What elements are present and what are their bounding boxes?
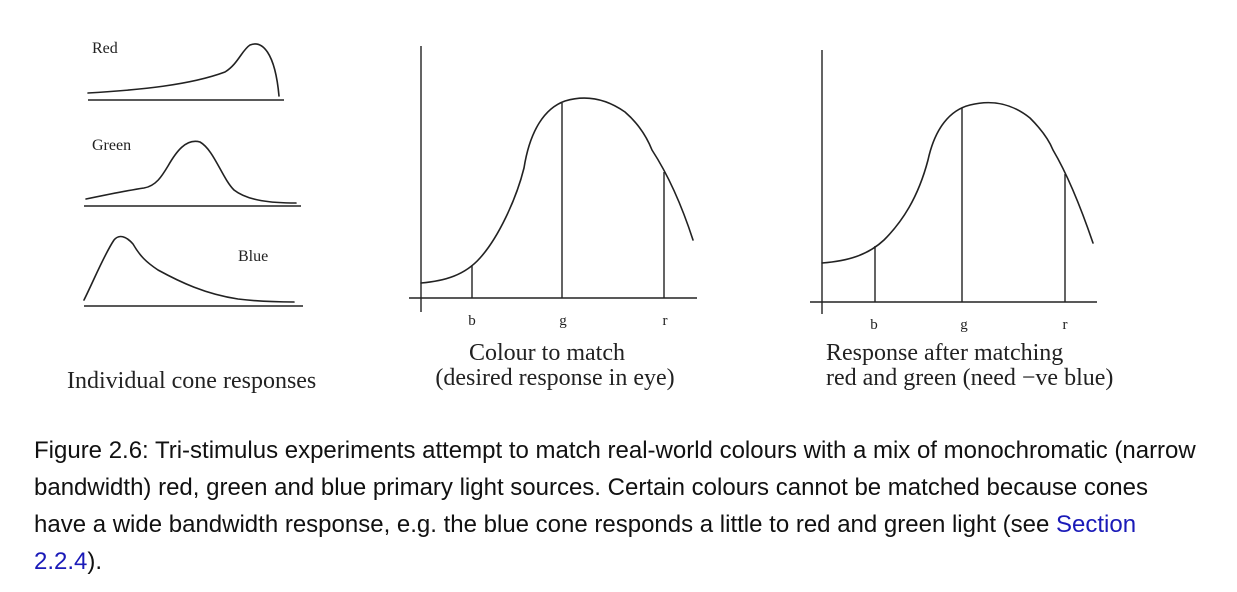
response-after-matching-panel: b g r Response after matching red and gr… xyxy=(810,50,1113,391)
green-cone-label: Green xyxy=(92,137,131,154)
right-tick-b: b xyxy=(870,317,878,333)
right-title-line2: red and green (need −ve blue) xyxy=(826,365,1113,391)
tri-stimulus-figure: Red Green Blue Individual cone responses… xyxy=(67,40,1113,394)
middle-tick-r: r xyxy=(663,313,668,329)
middle-tick-b: b xyxy=(468,313,476,329)
cone-responses-panel: Red Green Blue Individual cone responses xyxy=(67,40,316,394)
cone-responses-title: Individual cone responses xyxy=(67,368,316,394)
green-cone-curve xyxy=(85,140,297,204)
right-title-line1: Response after matching xyxy=(826,340,1063,366)
figure-caption: Figure 2.6: Tri-stimulus experiments att… xyxy=(34,432,1206,580)
right-tick-r: r xyxy=(1063,317,1068,333)
middle-tick-g: g xyxy=(559,313,567,329)
right-response-curve xyxy=(821,101,1094,264)
caption-text: Figure 2.6: Tri-stimulus experiments att… xyxy=(34,437,1196,538)
section-link[interactable]: Section 2.2.4 xyxy=(34,511,1137,575)
middle-title-line2: (desired response in eye) xyxy=(435,365,674,391)
caption-text-end: ). xyxy=(87,548,103,575)
middle-title-line1: Colour to match xyxy=(469,340,625,366)
red-cone-label: Red xyxy=(92,40,118,57)
middle-response-curve xyxy=(420,97,694,284)
colour-to-match-panel: b g r Colour to match (desired response … xyxy=(409,46,697,391)
blue-cone-curve xyxy=(83,235,295,303)
right-tick-g: g xyxy=(960,317,968,333)
blue-cone-label: Blue xyxy=(238,248,268,265)
red-cone-curve xyxy=(87,43,280,97)
